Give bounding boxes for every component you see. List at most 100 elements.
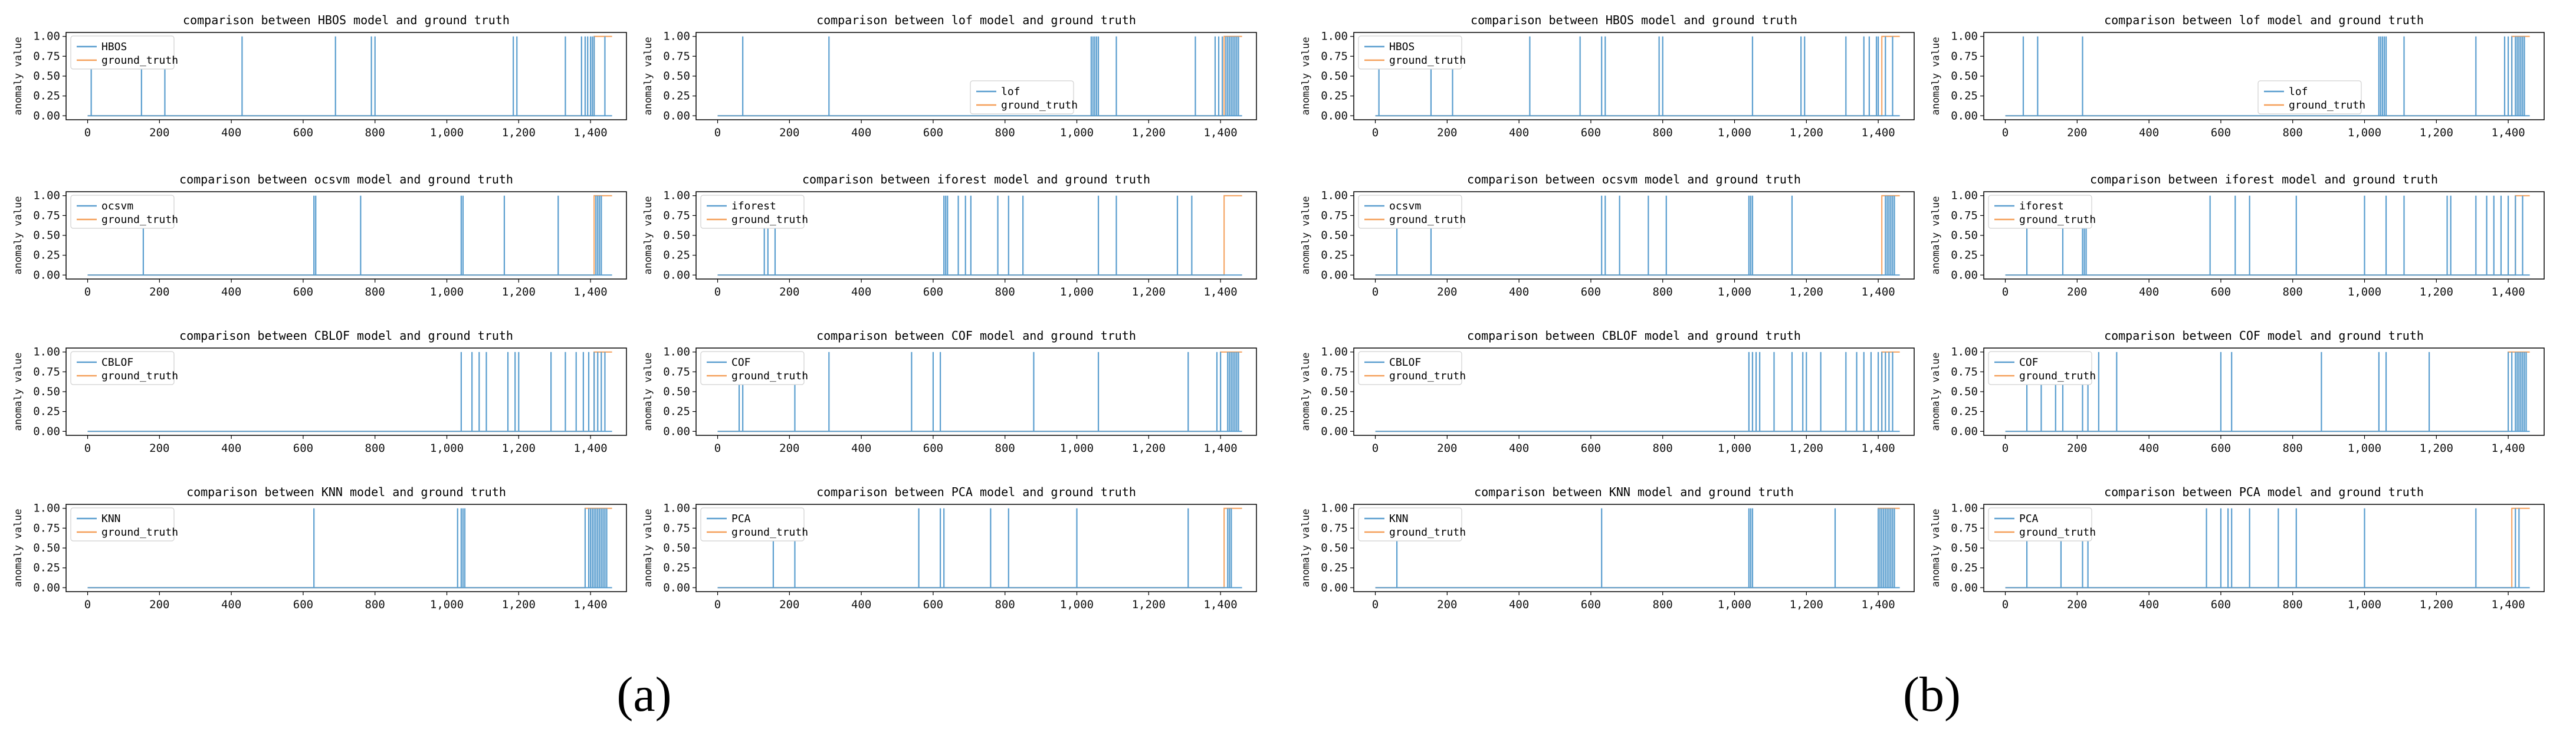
y-tick-label: 0.25 [33,90,60,103]
y-axis-label: anomaly value [1930,508,1942,587]
y-tick-label: 0.00 [33,109,60,122]
y-axis-label: anomaly value [12,352,24,431]
legend-model-label: ocsvm [101,200,133,212]
x-tick-label: 200 [779,286,799,298]
panel-label-a: (a) [616,667,671,722]
y-tick-label: 0.75 [1951,209,1978,222]
x-tick-label: 200 [149,126,169,139]
y-tick-label: 0.25 [33,249,60,262]
x-tick-label: 1,400 [2492,442,2525,455]
subplot-cblof-a: comparison between CBLOF model and groun… [12,329,627,455]
legend-truth-label: ground_truth [2019,370,2096,382]
x-tick-label: 1,400 [2492,286,2525,298]
y-tick-label: 0.50 [1951,229,1978,242]
y-tick-label: 1.00 [1951,346,1978,359]
x-tick-label: 400 [2139,126,2159,139]
subplot-cof-a: comparison between COF model and ground … [642,329,1257,455]
x-tick-label: 0 [1372,126,1379,139]
x-tick-label: 1,400 [1204,286,1238,298]
x-tick-label: 800 [2283,126,2303,139]
x-tick-label: 600 [923,126,943,139]
subplot-title: comparison between iforest model and gro… [2090,172,2438,186]
x-tick-label: 200 [2067,598,2087,611]
x-tick-label: 1,400 [1204,598,1238,611]
x-tick-label: 800 [1653,126,1673,139]
y-tick-label: 0.75 [1321,365,1348,378]
subplot-title: comparison between HBOS model and ground… [183,13,510,27]
y-axis-label: anomaly value [1930,37,1942,115]
subplot-grid: comparison between HBOS model and ground… [12,13,2545,611]
x-tick-label: 0 [1372,442,1379,455]
x-tick-label: 1,400 [1204,126,1238,139]
legend-truth-label: ground_truth [2019,526,2096,539]
y-axis-label: anomaly value [1300,352,1312,431]
x-tick-label: 1,000 [2348,442,2381,455]
legend: iforest ground_truth [1988,195,2096,229]
subplot-hbos-b: comparison between HBOS model and ground… [1300,13,1915,139]
legend-truth-label: ground_truth [1001,99,1078,111]
x-tick-label: 400 [1509,126,1529,139]
x-tick-label: 400 [221,442,241,455]
legend-truth-label: ground_truth [731,370,808,382]
y-tick-label: 0.00 [33,268,60,281]
y-tick-label: 0.00 [1951,109,1978,122]
legend-truth-label: ground_truth [2289,99,2365,111]
y-tick-label: 1.00 [33,189,60,202]
x-tick-label: 1,000 [1060,598,1094,611]
x-tick-label: 1,200 [1132,442,1166,455]
y-tick-label: 0.00 [1321,109,1348,122]
y-tick-label: 0.50 [33,385,60,398]
y-tick-label: 0.75 [663,365,690,378]
subplot-title: comparison between ocsvm model and groun… [179,172,513,186]
x-tick-label: 1,200 [1790,126,1823,139]
y-tick-label: 0.75 [1321,209,1348,222]
x-tick-label: 600 [2211,286,2231,298]
x-tick-label: 1,200 [1132,286,1166,298]
y-tick-label: 0.75 [1951,50,1978,63]
legend-truth-label: ground_truth [1389,370,1466,382]
y-tick-label: 0.00 [1951,268,1978,281]
x-tick-label: 1,400 [1862,598,1895,611]
x-tick-label: 1,400 [2492,598,2525,611]
x-tick-label: 1,400 [1862,442,1895,455]
y-tick-label: 0.00 [1951,581,1978,594]
x-tick-label: 800 [365,442,385,455]
y-tick-label: 1.00 [1321,30,1348,43]
legend-model-label: KNN [101,513,121,525]
subplot-pca-b: comparison between PCA model and ground … [1930,485,2545,611]
x-tick-label: 600 [2211,126,2231,139]
y-tick-label: 0.50 [663,229,690,242]
y-tick-label: 0.50 [663,385,690,398]
x-tick-label: 1,000 [1718,598,1751,611]
x-tick-label: 400 [221,286,241,298]
x-tick-label: 400 [2139,442,2159,455]
y-tick-label: 0.25 [1951,249,1978,262]
x-tick-label: 1,400 [574,286,608,298]
x-tick-label: 0 [84,126,91,139]
x-tick-label: 600 [1581,598,1601,611]
x-tick-label: 800 [995,442,1015,455]
x-tick-label: 800 [1653,442,1673,455]
x-tick-label: 200 [149,286,169,298]
legend-model-label: KNN [1389,513,1409,525]
x-tick-label: 600 [2211,598,2231,611]
x-tick-label: 1,400 [574,442,608,455]
x-tick-label: 800 [995,598,1015,611]
x-tick-label: 600 [293,286,313,298]
subplot-pca-a: comparison between PCA model and ground … [642,485,1257,611]
x-tick-label: 800 [2283,598,2303,611]
x-tick-label: 1,000 [2348,126,2381,139]
subplot-title: comparison between lof model and ground … [816,13,1136,27]
x-tick-label: 200 [149,598,169,611]
y-tick-label: 1.00 [1321,189,1348,202]
x-tick-label: 600 [923,286,943,298]
y-tick-label: 0.50 [1951,542,1978,554]
subplot-knn-a: comparison between KNN model and ground … [12,485,627,611]
x-tick-label: 1,400 [2492,126,2525,139]
y-tick-label: 0.75 [1321,50,1348,63]
subplot-knn-b: comparison between KNN model and ground … [1300,485,1915,611]
